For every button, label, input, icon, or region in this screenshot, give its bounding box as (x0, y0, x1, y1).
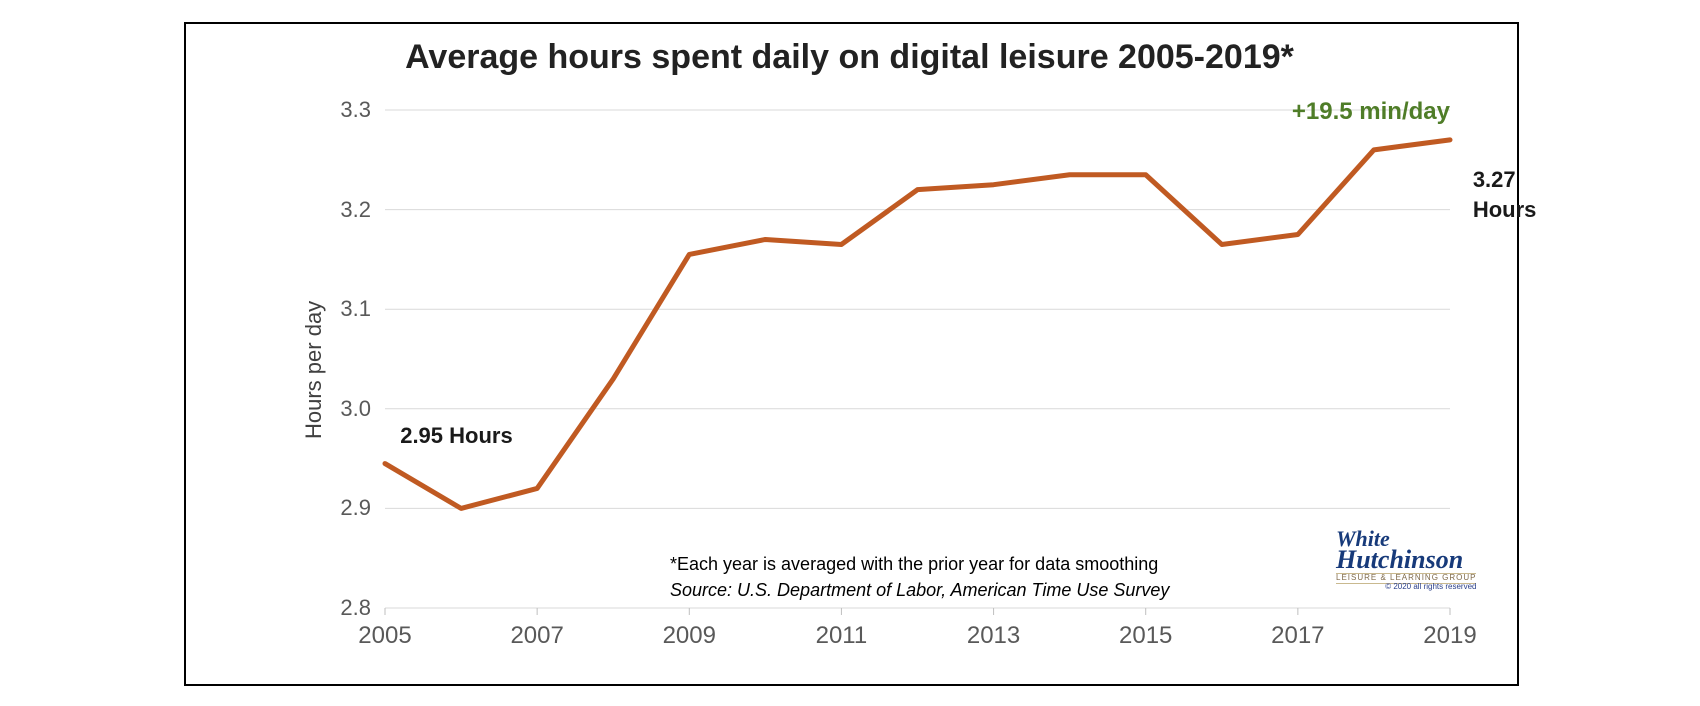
annotation-end-unit: Hours (1473, 197, 1537, 223)
annotation-delta-label: +19.5 min/day (1292, 98, 1450, 126)
footnote-source: Source: U.S. Department of Labor, Americ… (670, 580, 1169, 601)
x-tick-label: 2009 (649, 622, 729, 650)
series-line (385, 140, 1450, 509)
footnote-smoothing: *Each year is averaged with the prior ye… (670, 554, 1158, 575)
x-tick-label: 2019 (1410, 622, 1490, 650)
y-tick-label: 2.8 (340, 595, 371, 621)
brand-logo: White Hutchinson LEISURE & LEARNING GROU… (1336, 530, 1476, 590)
x-tick-label: 2013 (954, 622, 1034, 650)
logo-line2: Hutchinson (1336, 549, 1476, 571)
x-tick-label: 2017 (1258, 622, 1338, 650)
annotation-start-label: 2.95 Hours (400, 423, 513, 449)
y-tick-label: 3.2 (340, 197, 371, 223)
logo-copyright: © 2020 all rights reserved (1336, 584, 1476, 591)
y-tick-label: 3.3 (340, 97, 371, 123)
x-tick-label: 2015 (1106, 622, 1186, 650)
x-tick-label: 2011 (801, 622, 881, 650)
annotation-end-value: 3.27 (1473, 167, 1516, 193)
y-tick-label: 3.1 (340, 296, 371, 322)
x-tick-label: 2007 (497, 622, 577, 650)
y-tick-label: 3.0 (340, 396, 371, 422)
y-tick-label: 2.9 (340, 495, 371, 521)
x-tick-label: 2005 (345, 622, 425, 650)
